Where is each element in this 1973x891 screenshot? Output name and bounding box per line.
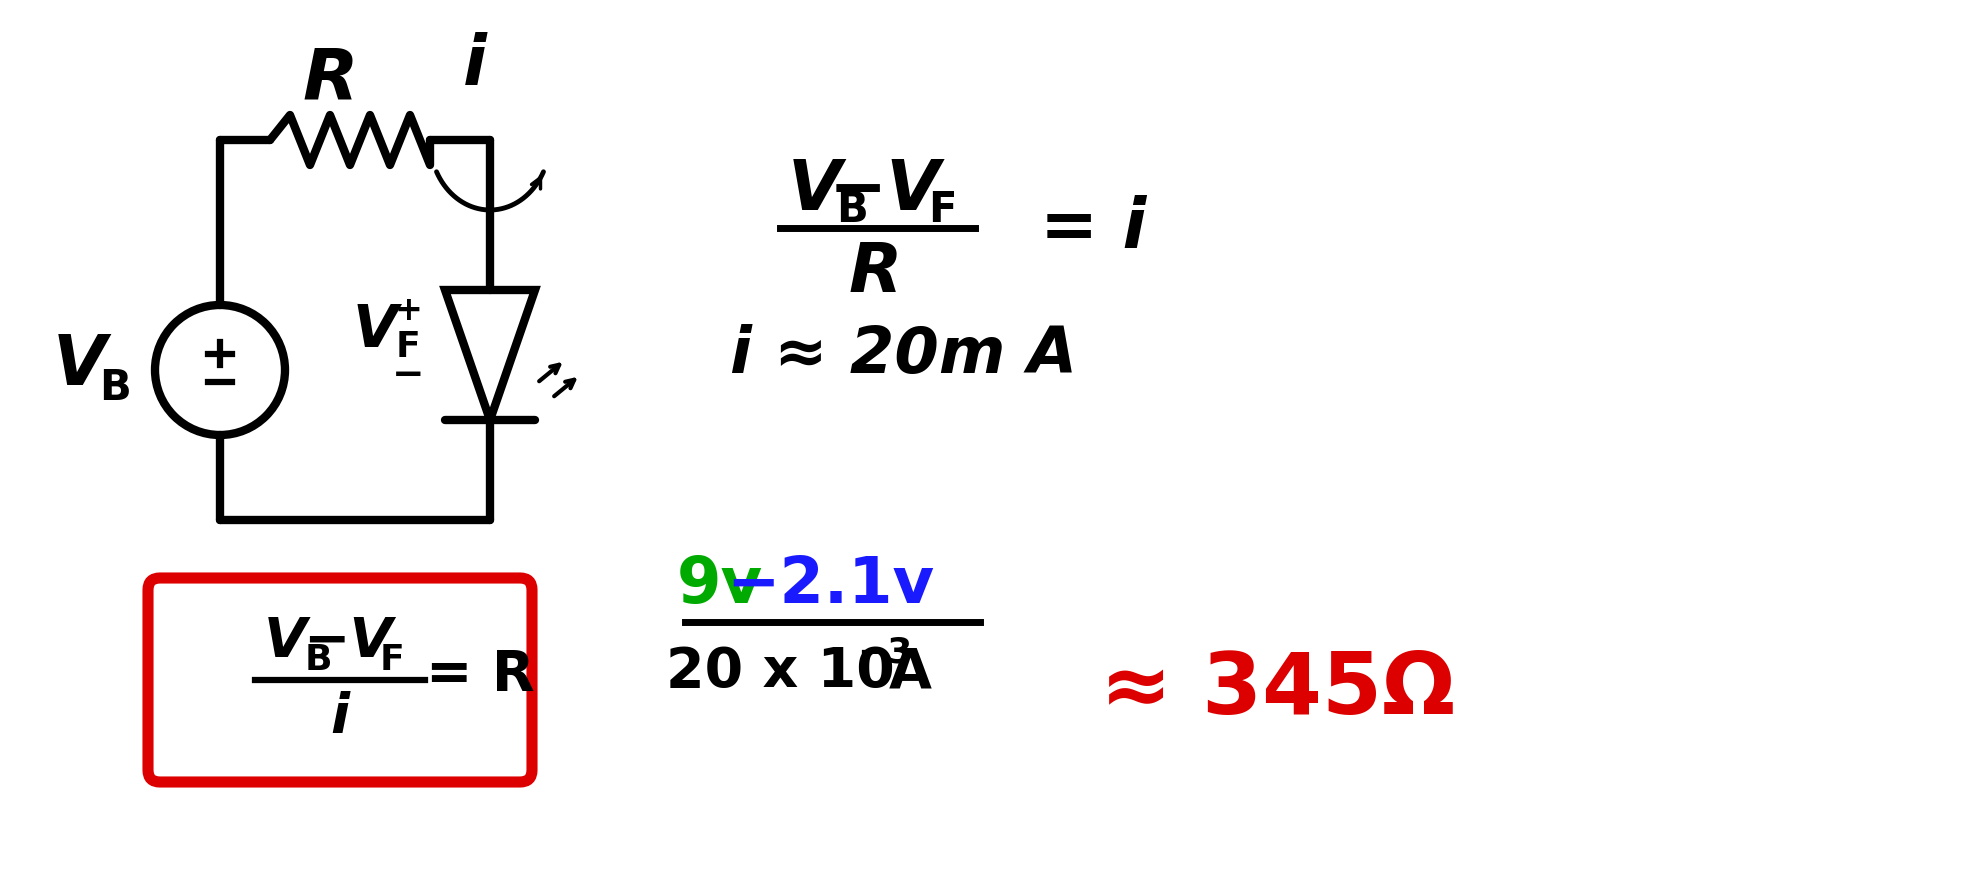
Text: 20 x 10: 20 x 10 [665, 645, 894, 699]
Text: ≈ 345Ω: ≈ 345Ω [1101, 649, 1456, 732]
Text: i: i [464, 31, 487, 99]
Text: −: − [393, 356, 424, 394]
FancyBboxPatch shape [148, 578, 533, 782]
Text: −2.1v: −2.1v [726, 554, 933, 616]
Text: B: B [304, 643, 331, 677]
Text: B: B [99, 367, 130, 409]
Text: F: F [397, 330, 420, 364]
Text: V: V [787, 157, 842, 224]
Text: V: V [264, 615, 306, 669]
Text: i ≈ 20m A: i ≈ 20m A [730, 324, 1077, 386]
Text: R: R [302, 45, 357, 115]
Text: R: R [848, 239, 902, 306]
Text: = i: = i [1040, 194, 1146, 261]
Text: B: B [837, 189, 868, 231]
Text: F: F [379, 643, 404, 677]
Text: V: V [353, 301, 399, 358]
Text: = R: = R [426, 648, 535, 702]
Text: i: i [331, 691, 349, 745]
Text: A: A [888, 645, 931, 699]
Text: F: F [927, 189, 957, 231]
Text: −V: −V [829, 157, 941, 224]
Text: +: + [395, 293, 422, 326]
Text: 9v: 9v [677, 554, 764, 616]
Text: −V: −V [304, 615, 393, 669]
Text: V: V [53, 331, 107, 398]
Text: −3: −3 [858, 635, 913, 669]
